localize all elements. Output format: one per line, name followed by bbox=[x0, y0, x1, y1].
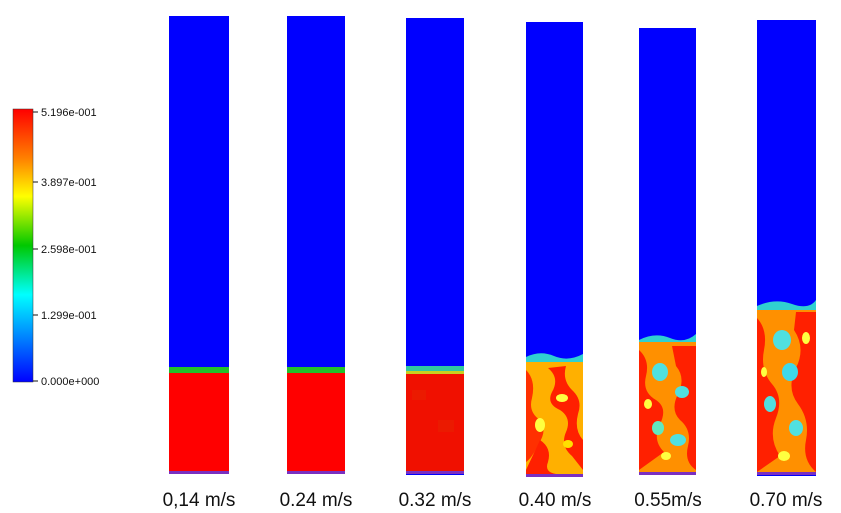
column-3-velocity-label: 0.32 m/s bbox=[399, 490, 472, 511]
column-6: 0.70 m/s bbox=[750, 20, 823, 511]
column-1: 0,14 m/s bbox=[163, 16, 236, 511]
column-1-velocity-label: 0,14 m/s bbox=[163, 490, 236, 511]
column-2-velocity-label: 0.24 m/s bbox=[280, 490, 353, 511]
colorbar: 5.196e-001 3.897e-001 2.598e-001 1.299e-… bbox=[12, 107, 99, 388]
column-3-interface bbox=[406, 366, 464, 373]
column-1-interface bbox=[169, 367, 229, 374]
colorbar-tick-2: 2.598e-001 bbox=[41, 244, 97, 256]
column-6-velocity-label: 0.70 m/s bbox=[750, 490, 823, 511]
colorbar-tick-3: 3.897e-001 bbox=[41, 177, 97, 189]
column-2: 0.24 m/s bbox=[280, 16, 353, 511]
column-5: 0.55m/s bbox=[634, 28, 702, 511]
column-3: 0.32 m/s bbox=[399, 18, 472, 511]
colorbar-tick-max: 5.196e-001 bbox=[41, 107, 97, 119]
column-1-bed bbox=[169, 373, 229, 472]
column-3-bed bbox=[406, 374, 464, 472]
column-4-velocity-label: 0.40 m/s bbox=[519, 490, 592, 511]
column-2-interface bbox=[287, 367, 345, 374]
column-2-bed bbox=[287, 373, 345, 472]
colorbar-tick-min: 0.000e+000 bbox=[41, 376, 99, 388]
column-4: 0.40 m/s bbox=[519, 22, 592, 511]
column-5-velocity-label: 0.55m/s bbox=[634, 490, 702, 511]
colorbar-tick-1: 1.299e-001 bbox=[41, 310, 97, 322]
colorbar-gradient bbox=[12, 108, 34, 383]
